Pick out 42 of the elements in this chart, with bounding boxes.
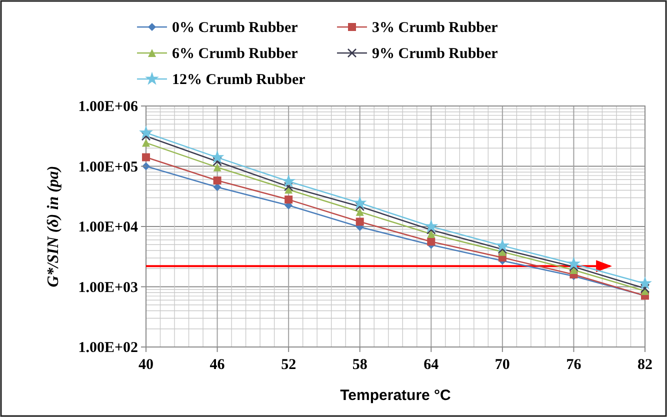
point bbox=[142, 138, 150, 147]
point bbox=[356, 218, 364, 226]
y-tick-label: 1.00E+04 bbox=[78, 220, 138, 236]
point bbox=[424, 219, 438, 232]
x-tick-label: 82 bbox=[638, 357, 652, 373]
y-axis-title: G*/SIN (δ) in (pa) bbox=[45, 166, 62, 288]
point bbox=[284, 196, 293, 204]
legend-label: 0% Crumb Rubber bbox=[172, 20, 298, 36]
x-tick-label: 70 bbox=[494, 357, 510, 373]
point bbox=[142, 153, 150, 162]
point bbox=[566, 256, 581, 270]
x-tick-label: 76 bbox=[566, 357, 582, 373]
legend-label: 12% Crumb Rubber bbox=[172, 72, 306, 88]
point bbox=[640, 284, 650, 294]
point bbox=[427, 230, 436, 238]
point bbox=[352, 196, 367, 209]
point bbox=[427, 238, 436, 246]
point bbox=[426, 225, 436, 234]
x-tick-label: 58 bbox=[352, 357, 368, 373]
x-tick-label: 46 bbox=[210, 357, 226, 373]
legend-label: 6% Crumb Rubber bbox=[172, 46, 298, 62]
point bbox=[638, 276, 652, 290]
point bbox=[284, 182, 294, 192]
point bbox=[356, 208, 364, 216]
x-tick-label: 64 bbox=[424, 357, 440, 373]
point bbox=[355, 202, 365, 212]
point bbox=[210, 150, 224, 164]
legend-label: 9% Crumb Rubber bbox=[372, 46, 498, 62]
y-tick-label: 1.00E+02 bbox=[78, 340, 138, 356]
point bbox=[498, 244, 508, 254]
point bbox=[213, 163, 222, 172]
point bbox=[282, 174, 296, 188]
x-tick-label: 40 bbox=[138, 357, 154, 373]
x-axis-title: Temperature °C bbox=[340, 387, 452, 404]
y-tick-label: 1.00E+06 bbox=[78, 99, 138, 115]
y-tick-label: 1.00E+03 bbox=[78, 280, 138, 296]
point bbox=[495, 238, 510, 252]
point bbox=[139, 125, 153, 139]
legend-label: 3% Crumb Rubber bbox=[372, 20, 498, 36]
y-tick-label: 1.00E+05 bbox=[78, 159, 138, 176]
x-tick-label: 52 bbox=[281, 357, 296, 373]
point bbox=[213, 176, 222, 185]
